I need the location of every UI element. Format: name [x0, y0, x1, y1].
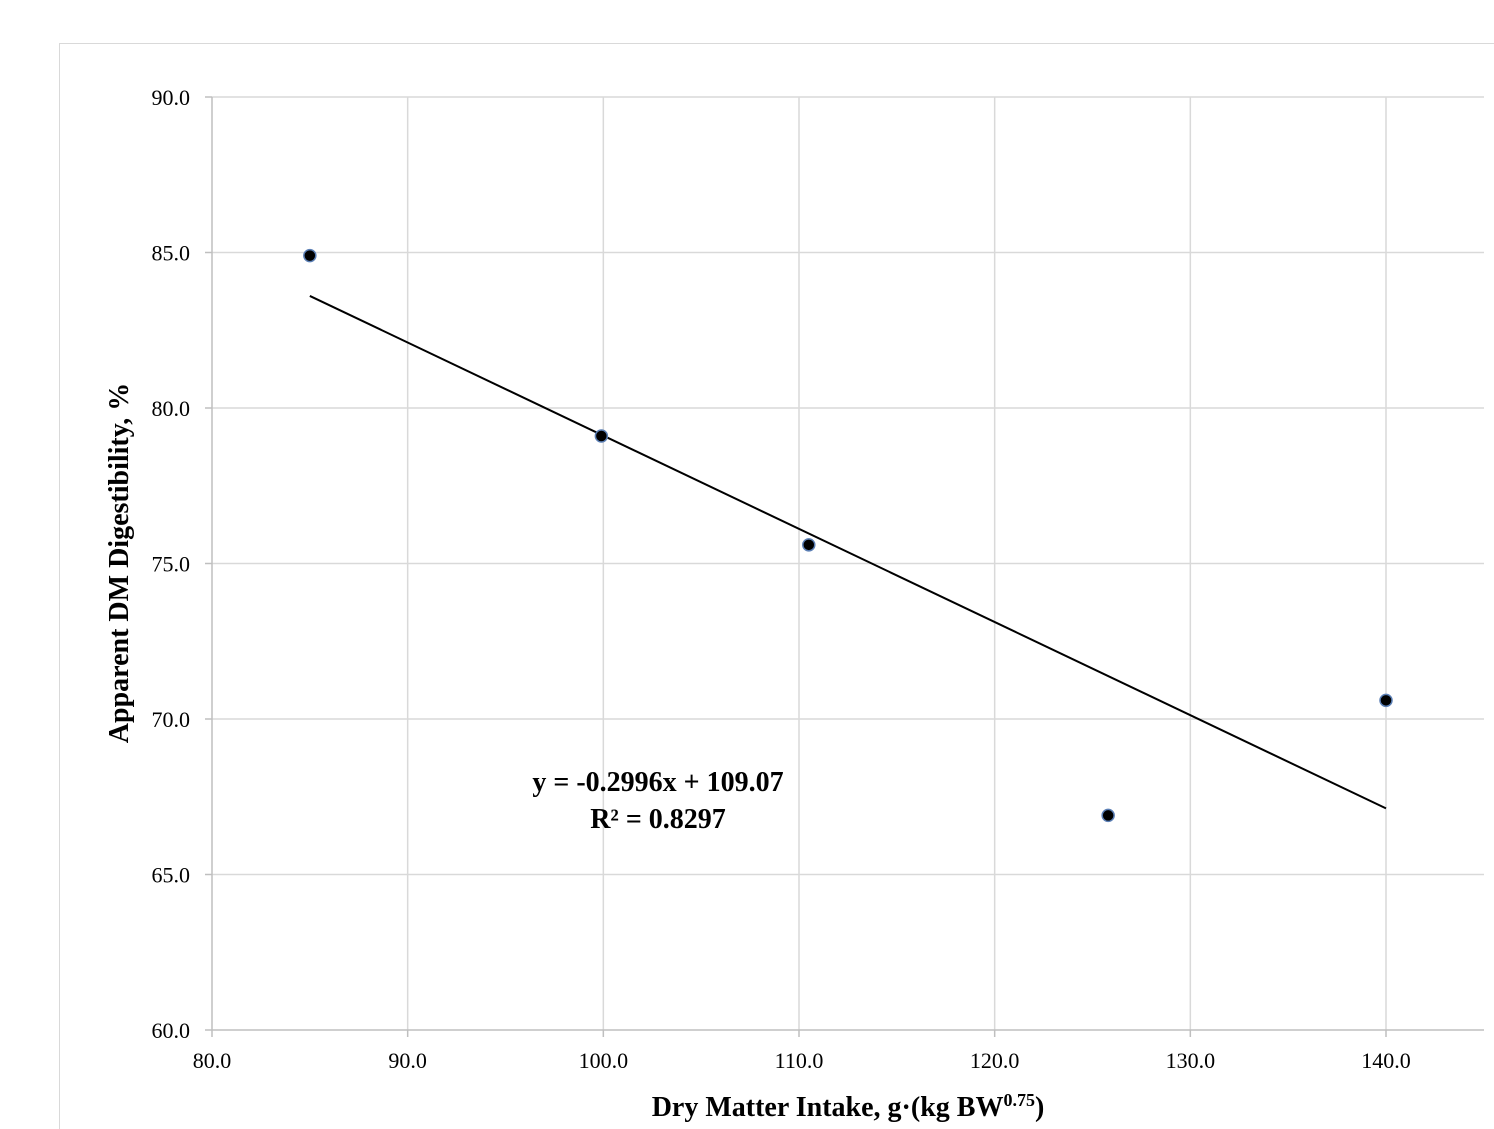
- x-axis-title: Dry Matter Intake, g·(kg BW0.75): [652, 1090, 1045, 1123]
- y-tick-label: 65.0: [152, 863, 191, 888]
- x-tick-label: 90.0: [388, 1048, 427, 1073]
- data-point: [594, 429, 609, 443]
- trendline: [309, 295, 1387, 810]
- chart-frame: [59, 43, 1494, 1129]
- data-point: [303, 248, 317, 263]
- y-tick-label: 60.0: [152, 1018, 191, 1043]
- data-points: [303, 248, 1393, 823]
- data-point: [1379, 693, 1393, 708]
- x-tick-label: 140.0: [1361, 1048, 1411, 1073]
- x-tick-label: 130.0: [1166, 1048, 1216, 1073]
- data-point: [802, 538, 816, 552]
- x-tick-label: 120.0: [970, 1048, 1020, 1073]
- y-tick-label: 85.0: [152, 241, 191, 266]
- x-axis-title-superscript: 0.75: [1003, 1090, 1035, 1110]
- x-tick-label: 110.0: [775, 1048, 824, 1073]
- y-axis-title: Apparent DM Digestibility, %: [104, 383, 135, 743]
- x-tick-label: 80.0: [193, 1048, 232, 1073]
- y-tick-label: 80.0: [152, 396, 191, 421]
- x-axis-title-end: ): [1035, 1092, 1044, 1123]
- x-axis-title-main: Dry Matter Intake, g·(kg BW: [652, 1092, 1004, 1123]
- trendline-layer: [309, 295, 1387, 810]
- gridlines: [212, 96, 1484, 1030]
- y-tick-label: 70.0: [152, 707, 191, 732]
- trendline-r-squared: R² = 0.8297: [590, 804, 726, 835]
- trendline-equation: y = -0.2996x + 109.07: [532, 767, 783, 798]
- tick-labels: 60.0 65.0 70.0 75.0 80.0 85.0 90.0 80.0 90.0 100.…: [152, 85, 1411, 1073]
- y-tick-label: 90.0: [152, 85, 191, 110]
- y-tick-label: 75.0: [152, 552, 191, 577]
- data-point: [1101, 808, 1115, 823]
- axes: [205, 96, 1484, 1037]
- x-tick-label: 100.0: [579, 1048, 629, 1073]
